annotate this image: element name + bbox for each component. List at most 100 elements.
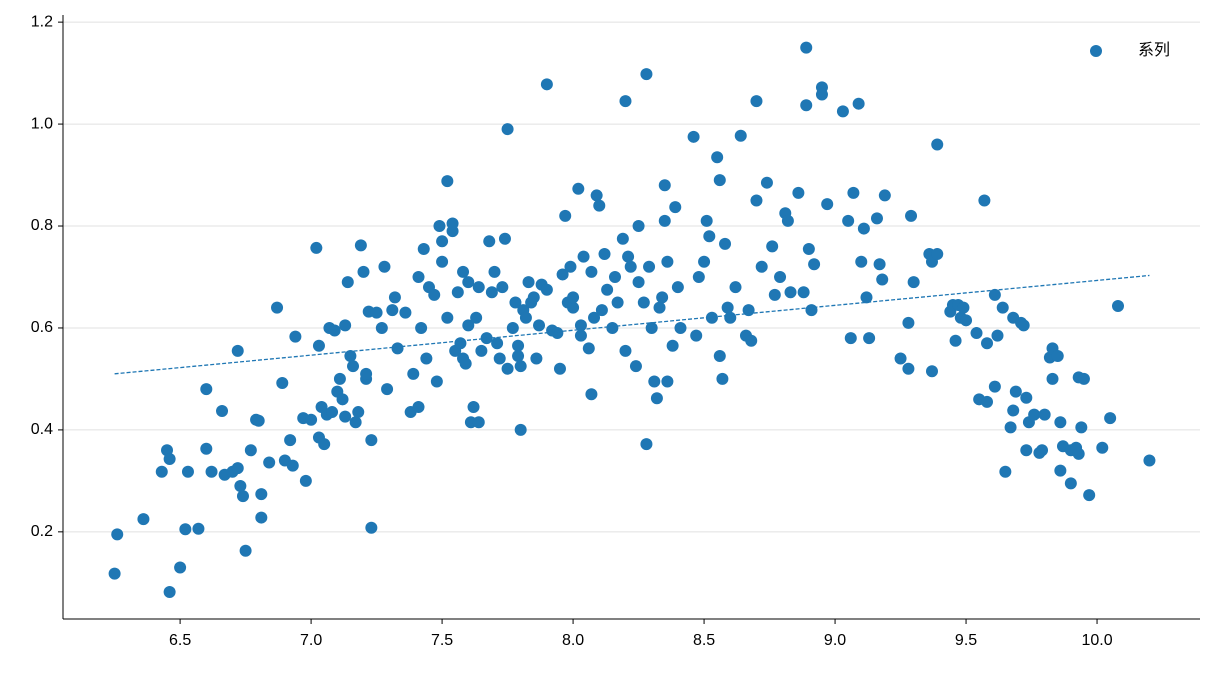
point: [339, 410, 352, 423]
point: [470, 311, 483, 324]
point: [556, 268, 569, 281]
point: [365, 521, 378, 534]
point: [163, 585, 176, 598]
point: [407, 367, 420, 380]
point: [878, 189, 891, 202]
point: [671, 281, 684, 294]
point: [632, 220, 645, 233]
point: [905, 209, 918, 222]
point: [255, 488, 268, 501]
point: [1020, 444, 1033, 457]
point: [666, 339, 679, 352]
point: [1077, 372, 1090, 385]
point: [564, 260, 577, 273]
point: [643, 260, 656, 273]
point: [640, 68, 653, 81]
point: [318, 438, 331, 451]
point: [870, 212, 883, 225]
point: [713, 174, 726, 187]
legend-label: 系列: [1138, 41, 1170, 59]
point: [619, 95, 632, 108]
point: [501, 362, 514, 375]
point: [658, 179, 671, 192]
point: [711, 151, 724, 164]
point: [766, 240, 779, 253]
point: [388, 291, 401, 304]
point: [855, 255, 868, 268]
point: [970, 327, 983, 340]
y-tick-label: 0.4: [31, 421, 53, 438]
point: [391, 342, 404, 355]
point: [1020, 391, 1033, 404]
point: [847, 186, 860, 199]
point: [781, 214, 794, 227]
point: [1028, 408, 1041, 421]
point: [475, 344, 488, 357]
x-tick-label: 9.0: [824, 632, 846, 649]
point: [931, 248, 944, 261]
point: [1064, 477, 1077, 490]
point: [1054, 464, 1067, 477]
point: [493, 352, 506, 365]
point: [876, 273, 889, 286]
point: [485, 286, 498, 299]
point: [585, 388, 598, 401]
point: [661, 255, 674, 268]
point: [907, 276, 920, 289]
point: [506, 321, 519, 334]
point: [200, 383, 213, 396]
point: [797, 286, 810, 299]
point: [1111, 300, 1124, 313]
point: [519, 311, 532, 324]
point: [271, 301, 284, 314]
point: [286, 459, 299, 472]
point: [658, 214, 671, 227]
point: [750, 95, 763, 108]
point: [800, 41, 813, 54]
point: [729, 281, 742, 294]
point: [692, 270, 705, 283]
point: [436, 235, 449, 248]
point: [808, 258, 821, 271]
point: [572, 182, 585, 195]
point: [619, 344, 632, 357]
point: [559, 209, 572, 222]
trend-line: [114, 274, 1150, 375]
point: [551, 327, 564, 340]
point: [530, 352, 543, 365]
point: [399, 306, 412, 319]
point: [800, 99, 813, 112]
point: [1051, 349, 1064, 362]
point: [700, 214, 713, 227]
point: [512, 349, 525, 362]
point: [588, 311, 601, 324]
point: [567, 301, 580, 314]
point: [698, 255, 711, 268]
point: [577, 250, 590, 263]
point: [111, 528, 124, 541]
point: [981, 395, 994, 408]
point: [574, 319, 587, 332]
point: [540, 283, 553, 296]
point: [802, 242, 815, 255]
point: [108, 567, 121, 580]
point: [255, 511, 268, 524]
point: [244, 444, 257, 457]
point: [276, 377, 289, 390]
point: [472, 281, 485, 294]
point: [988, 380, 1001, 393]
point: [640, 438, 653, 451]
point: [1038, 408, 1051, 421]
point: [637, 296, 650, 309]
point: [760, 176, 773, 189]
point: [428, 288, 441, 301]
point: [860, 291, 873, 304]
point: [988, 288, 1001, 301]
point: [957, 301, 970, 314]
point: [467, 400, 480, 413]
point: [339, 319, 352, 332]
point: [163, 452, 176, 465]
point: [284, 434, 297, 447]
point: [540, 78, 553, 91]
